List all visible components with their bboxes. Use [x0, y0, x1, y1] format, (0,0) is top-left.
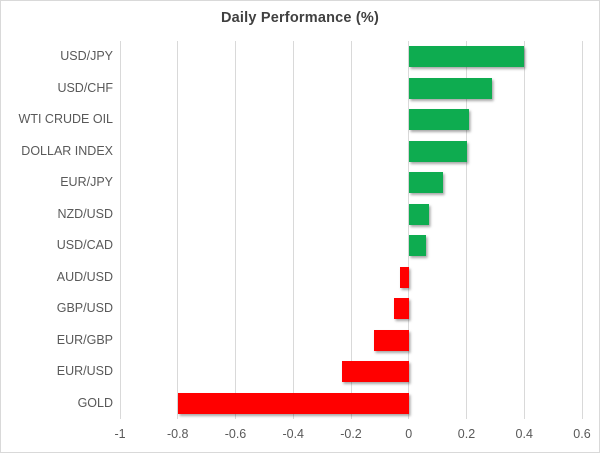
- category-label-usd-chf: USD/CHF: [57, 80, 113, 95]
- gridline: [235, 41, 236, 419]
- bar-gbp-usd: [394, 298, 409, 320]
- x-tick-label: 0.4: [515, 427, 533, 441]
- category-label-eur-usd: EUR/USD: [56, 364, 113, 378]
- gridline: [408, 41, 410, 419]
- plot-area: [119, 41, 583, 419]
- category-label-usd-cad: USD/CAD: [56, 238, 113, 252]
- bar-gold: [177, 392, 409, 414]
- x-tick-label: -0.6: [224, 427, 247, 441]
- gridline: [466, 41, 467, 419]
- category-label-gold: GOLD: [77, 395, 113, 410]
- x-tick-label: 0: [405, 427, 413, 441]
- gridline: [119, 41, 121, 419]
- category-label-dollar-index: DOLLAR INDEX: [21, 143, 113, 158]
- bar-wti-crude-oil: [408, 109, 470, 131]
- bar-usd-cad: [408, 235, 427, 257]
- chart-title: Daily Performance (%): [220, 10, 380, 26]
- bar-aud-usd: [400, 266, 409, 288]
- bar-dollar-index: [408, 140, 467, 162]
- x-tick-label: 0.6: [573, 427, 591, 441]
- category-label-eur-jpy: EUR/JPY: [60, 175, 113, 189]
- bar-usd-chf: [408, 77, 493, 99]
- x-tick-label: 0.2: [457, 427, 476, 441]
- bar-usd-jpy: [408, 46, 525, 68]
- bar-eur-gbp: [374, 329, 409, 351]
- x-tick-label: -0.4: [282, 427, 305, 441]
- category-label-aud-usd: AUD/USD: [56, 269, 113, 284]
- gridline: [581, 41, 583, 419]
- bar-eur-usd: [342, 361, 409, 383]
- gridline: [350, 41, 352, 419]
- category-label-wti-crude-oil: WTI CRUDE OIL: [18, 112, 113, 126]
- category-label-eur-gbp: EUR/GBP: [56, 332, 113, 347]
- category-label-nzd-usd: NZD/USD: [57, 206, 113, 221]
- gridline: [523, 41, 525, 419]
- bar-eur-jpy: [408, 172, 444, 194]
- x-tick-label: -1: [114, 427, 126, 441]
- category-label-usd-jpy: USD/JPY: [60, 49, 113, 63]
- x-tick-label: -0.2: [340, 427, 362, 441]
- gridline: [292, 41, 294, 419]
- bar-nzd-usd: [408, 203, 429, 225]
- category-label-gbp-usd: GBP/USD: [56, 301, 113, 315]
- gridline: [177, 41, 179, 419]
- x-tick-label: -0.8: [166, 427, 189, 441]
